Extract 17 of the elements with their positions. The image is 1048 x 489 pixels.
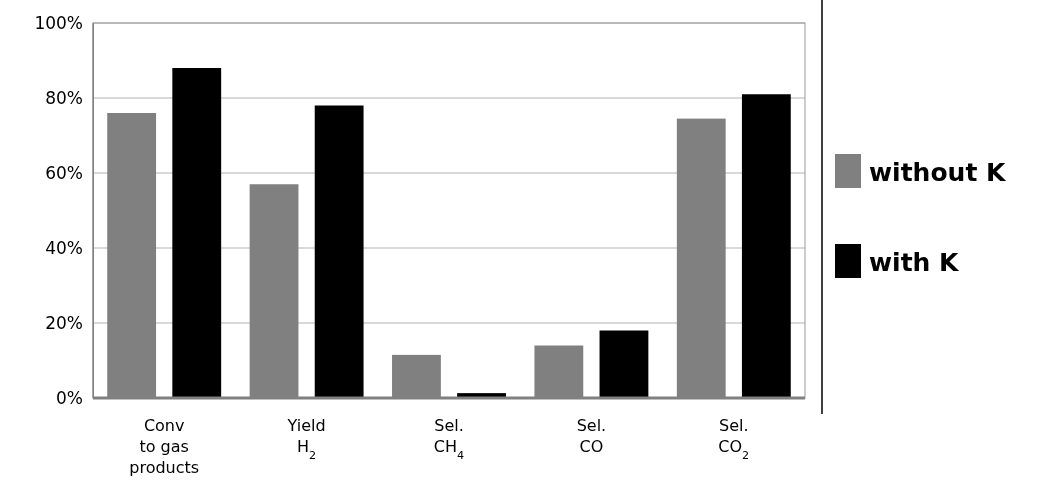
x-tick-label: Conv to gas products (129, 416, 200, 477)
bar (741, 94, 791, 398)
bar (172, 68, 222, 398)
x-tick-label: Sel. CH$_{4}$ (433, 416, 465, 462)
y-tick-label: 0% (56, 387, 83, 408)
y-tick-label: 20% (45, 312, 83, 333)
y-tick-label: 100% (34, 12, 83, 33)
x-tick-label: Sel. CO$_{2}$ (718, 416, 750, 462)
y-tick-label: 80% (45, 87, 83, 108)
legend-label: with K (869, 248, 961, 277)
y-tick-label: 60% (45, 162, 83, 183)
bar (314, 105, 364, 398)
x-tick-label: Sel. CO (576, 416, 607, 456)
bar (599, 330, 649, 398)
y-tick-label: 40% (45, 237, 83, 258)
legend-label: without K (869, 158, 1008, 187)
x-tick-label: Yield H$_{2}$ (286, 416, 326, 462)
